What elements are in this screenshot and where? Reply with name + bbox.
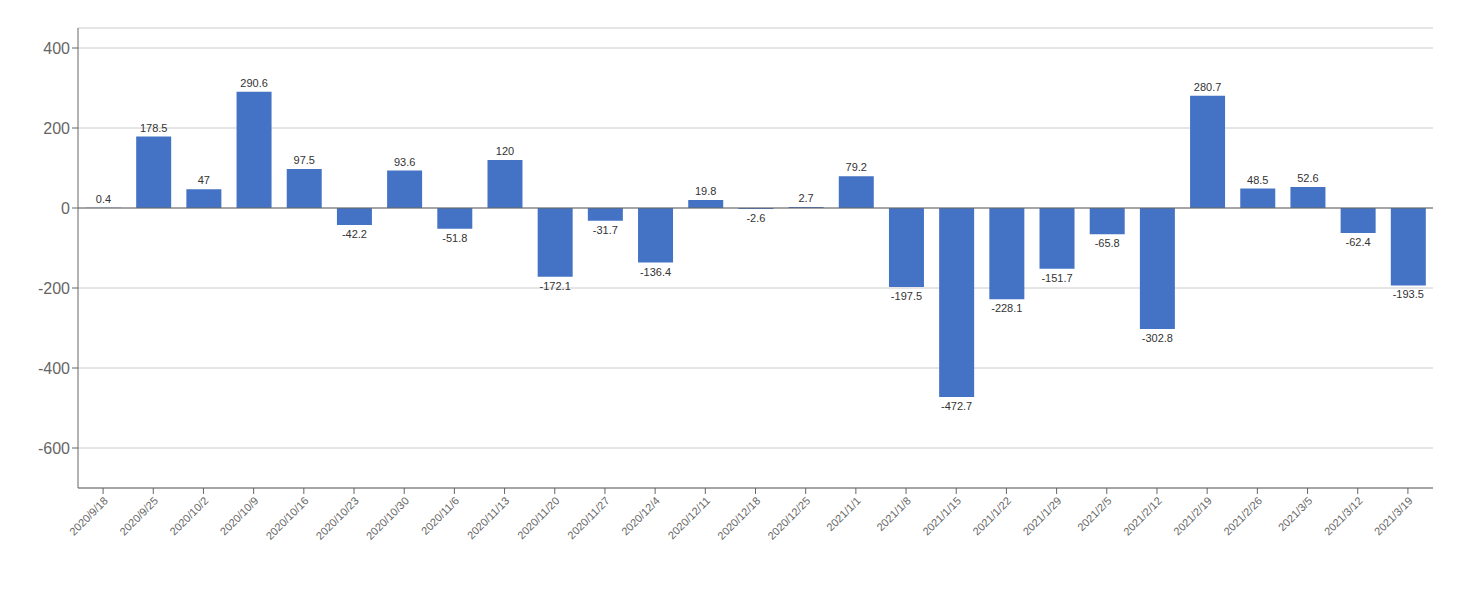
svg-text:2021/1/22: 2021/1/22 xyxy=(970,494,1013,537)
svg-text:2021/2/12: 2021/2/12 xyxy=(1121,494,1164,537)
svg-text:-136.4: -136.4 xyxy=(640,266,671,278)
svg-text:-197.5: -197.5 xyxy=(891,290,922,302)
svg-text:-228.1: -228.1 xyxy=(991,302,1022,314)
svg-text:2021/3/12: 2021/3/12 xyxy=(1322,494,1365,537)
svg-text:47: 47 xyxy=(198,174,210,186)
svg-text:2020/12/11: 2020/12/11 xyxy=(665,494,712,541)
svg-text:120: 120 xyxy=(496,145,514,157)
svg-text:52.6: 52.6 xyxy=(1297,172,1318,184)
svg-text:2021/2/19: 2021/2/19 xyxy=(1171,494,1214,537)
svg-text:0.4: 0.4 xyxy=(96,193,111,205)
svg-text:-600: -600 xyxy=(38,440,70,457)
svg-text:2020/11/6: 2020/11/6 xyxy=(419,494,462,537)
svg-text:2021/1/15: 2021/1/15 xyxy=(920,494,963,537)
svg-text:2020/11/27: 2020/11/27 xyxy=(565,494,612,541)
svg-text:2020/11/20: 2020/11/20 xyxy=(515,494,562,541)
svg-text:290.6: 290.6 xyxy=(240,77,268,89)
svg-text:2021/1/1: 2021/1/1 xyxy=(824,494,863,533)
svg-text:2020/10/30: 2020/10/30 xyxy=(364,494,411,541)
svg-text:2020/9/18: 2020/9/18 xyxy=(67,494,110,537)
svg-text:2020/10/2: 2020/10/2 xyxy=(167,494,210,537)
svg-text:2020/10/9: 2020/10/9 xyxy=(217,494,260,537)
svg-text:97.5: 97.5 xyxy=(294,154,315,166)
svg-text:2021/1/8: 2021/1/8 xyxy=(874,494,913,533)
svg-text:2.7: 2.7 xyxy=(798,192,813,204)
svg-text:-65.8: -65.8 xyxy=(1095,237,1120,249)
svg-text:2020/10/16: 2020/10/16 xyxy=(263,494,310,541)
svg-text:-2.6: -2.6 xyxy=(746,212,765,224)
svg-text:178.5: 178.5 xyxy=(140,122,168,134)
svg-text:2020/12/25: 2020/12/25 xyxy=(765,494,812,541)
svg-text:-193.5: -193.5 xyxy=(1393,288,1424,300)
svg-text:200: 200 xyxy=(43,120,70,137)
svg-text:2020/10/23: 2020/10/23 xyxy=(314,494,361,541)
svg-text:2020/9/25: 2020/9/25 xyxy=(117,494,160,537)
svg-text:93.6: 93.6 xyxy=(394,156,415,168)
svg-text:2021/3/19: 2021/3/19 xyxy=(1372,494,1415,537)
svg-text:-62.4: -62.4 xyxy=(1346,236,1371,248)
svg-text:-400: -400 xyxy=(38,360,70,377)
svg-text:-200: -200 xyxy=(38,280,70,297)
svg-text:2020/12/4: 2020/12/4 xyxy=(619,494,662,537)
svg-text:48.5: 48.5 xyxy=(1247,174,1268,186)
svg-text:-151.7: -151.7 xyxy=(1041,272,1072,284)
svg-text:-42.2: -42.2 xyxy=(342,228,367,240)
svg-text:2021/2/5: 2021/2/5 xyxy=(1075,494,1114,533)
svg-text:2020/12/18: 2020/12/18 xyxy=(715,494,762,541)
svg-text:0: 0 xyxy=(61,200,70,217)
svg-text:-31.7: -31.7 xyxy=(593,224,618,236)
svg-text:2021/2/26: 2021/2/26 xyxy=(1221,494,1264,537)
svg-text:280.7: 280.7 xyxy=(1194,81,1222,93)
svg-text:2021/1/29: 2021/1/29 xyxy=(1020,494,1063,537)
svg-text:2020/11/13: 2020/11/13 xyxy=(465,494,512,541)
svg-text:19.8: 19.8 xyxy=(695,185,716,197)
svg-text:-51.8: -51.8 xyxy=(442,232,467,244)
svg-text:-472.7: -472.7 xyxy=(941,400,972,412)
svg-text:79.2: 79.2 xyxy=(846,161,867,173)
svg-text:-172.1: -172.1 xyxy=(540,280,571,292)
svg-text:-302.8: -302.8 xyxy=(1142,332,1173,344)
svg-text:2021/3/5: 2021/3/5 xyxy=(1276,494,1315,533)
svg-text:400: 400 xyxy=(43,40,70,57)
